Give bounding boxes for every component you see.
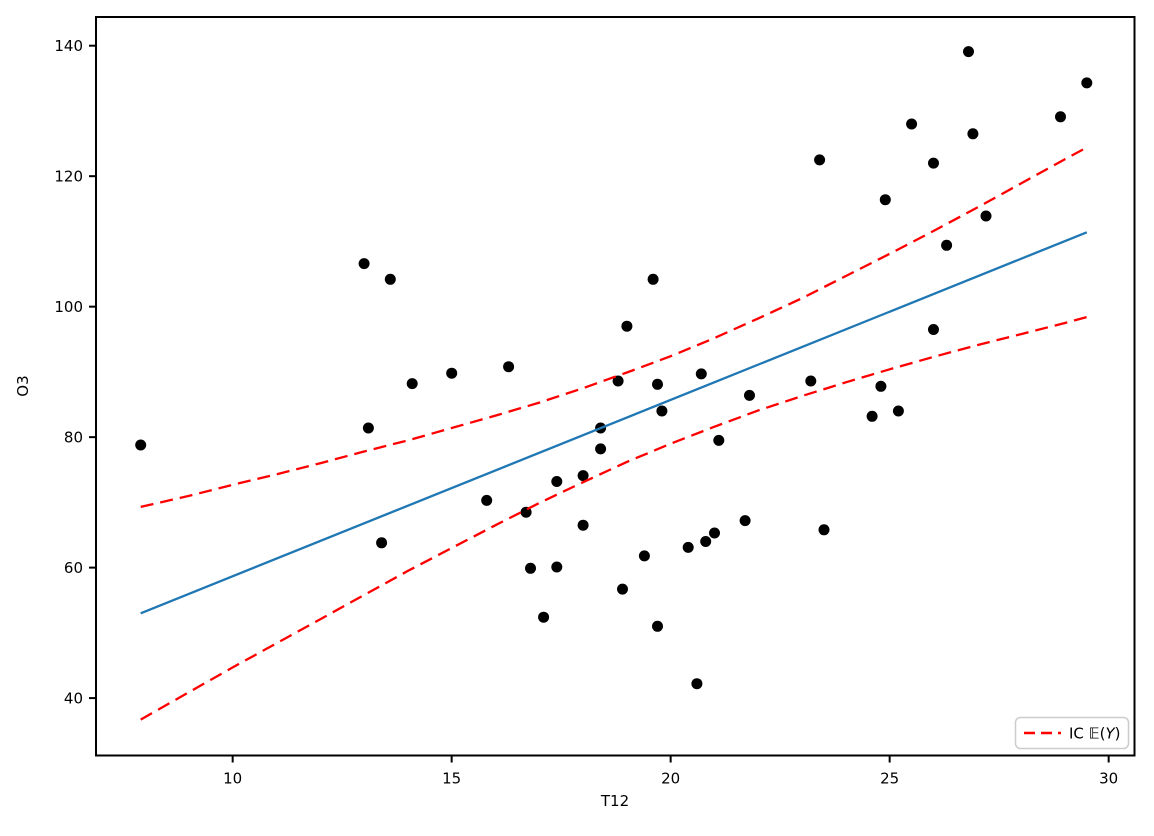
- data-point: [814, 154, 826, 166]
- data-point: [577, 519, 589, 531]
- regression-line-segment: [140, 231, 1088, 615]
- data-point: [695, 368, 707, 380]
- data-point: [652, 378, 663, 390]
- data-point: [647, 273, 659, 285]
- y-tick-label: 140: [54, 37, 83, 55]
- data-point: [739, 515, 751, 527]
- data-point: [1055, 111, 1066, 123]
- confidence-interval-curves: [140, 146, 1088, 721]
- data-point: [503, 361, 515, 373]
- data-point: [384, 273, 396, 285]
- y-tick-label: 60: [64, 559, 83, 577]
- data-point: [595, 443, 607, 455]
- data-point: [963, 46, 974, 58]
- data-point: [551, 561, 563, 573]
- data-point: [744, 389, 755, 401]
- data-point: [700, 536, 712, 547]
- y-axis-ticks: 40 60 80 100 120 140: [54, 37, 96, 708]
- ci-dashed-line: [140, 315, 1088, 721]
- data-point: [906, 118, 918, 130]
- x-tick-label: 30: [1099, 770, 1118, 788]
- data-point: [879, 194, 891, 206]
- data-point: [612, 375, 624, 387]
- data-point: [875, 380, 887, 392]
- legend-label: IC 𝔼(Y): [1069, 725, 1121, 743]
- x-tick-label: 25: [880, 770, 899, 788]
- ci-dashed-line: [140, 146, 1088, 509]
- data-point: [538, 611, 550, 623]
- data-point: [406, 378, 418, 390]
- data-point: [135, 439, 147, 451]
- scatter-points: [135, 46, 1093, 690]
- data-point: [376, 537, 388, 549]
- data-point: [691, 678, 703, 690]
- data-point: [818, 524, 830, 536]
- data-point: [362, 422, 374, 434]
- axes-spines: [95, 16, 1136, 757]
- data-point: [358, 258, 370, 270]
- x-tick-label: 20: [661, 770, 680, 788]
- data-point: [866, 410, 878, 422]
- data-point: [709, 527, 720, 539]
- data-point: [652, 620, 663, 632]
- data-point: [928, 157, 939, 169]
- data-point: [525, 562, 536, 574]
- legend: IC 𝔼(Y): [1014, 716, 1130, 750]
- data-point: [713, 434, 725, 446]
- x-axis-label: T12: [600, 792, 629, 810]
- data-point: [928, 324, 939, 335]
- data-point: [617, 583, 628, 595]
- data-point: [941, 239, 953, 251]
- regression-line: [140, 231, 1088, 615]
- y-tick-label: 80: [64, 429, 83, 447]
- y-tick-label: 40: [64, 690, 83, 708]
- data-point: [682, 541, 694, 553]
- x-tick-label: 15: [442, 770, 461, 788]
- data-point: [967, 128, 979, 140]
- data-point: [621, 320, 633, 332]
- data-point: [577, 470, 589, 482]
- data-point: [1081, 77, 1093, 89]
- data-point: [481, 494, 493, 506]
- data-point: [551, 476, 563, 487]
- y-tick-label: 120: [54, 168, 83, 186]
- data-point: [980, 210, 992, 222]
- x-tick-label: 10: [223, 770, 242, 788]
- legend-box: [1014, 716, 1130, 750]
- data-point: [446, 367, 458, 379]
- data-point: [638, 550, 650, 562]
- data-point: [892, 405, 904, 417]
- data-point: [805, 375, 817, 387]
- y-axis-label: O3: [14, 375, 32, 396]
- y-tick-label: 100: [54, 298, 83, 316]
- x-axis-ticks: 10 15 20 25 30: [223, 755, 1118, 788]
- data-point: [656, 405, 668, 417]
